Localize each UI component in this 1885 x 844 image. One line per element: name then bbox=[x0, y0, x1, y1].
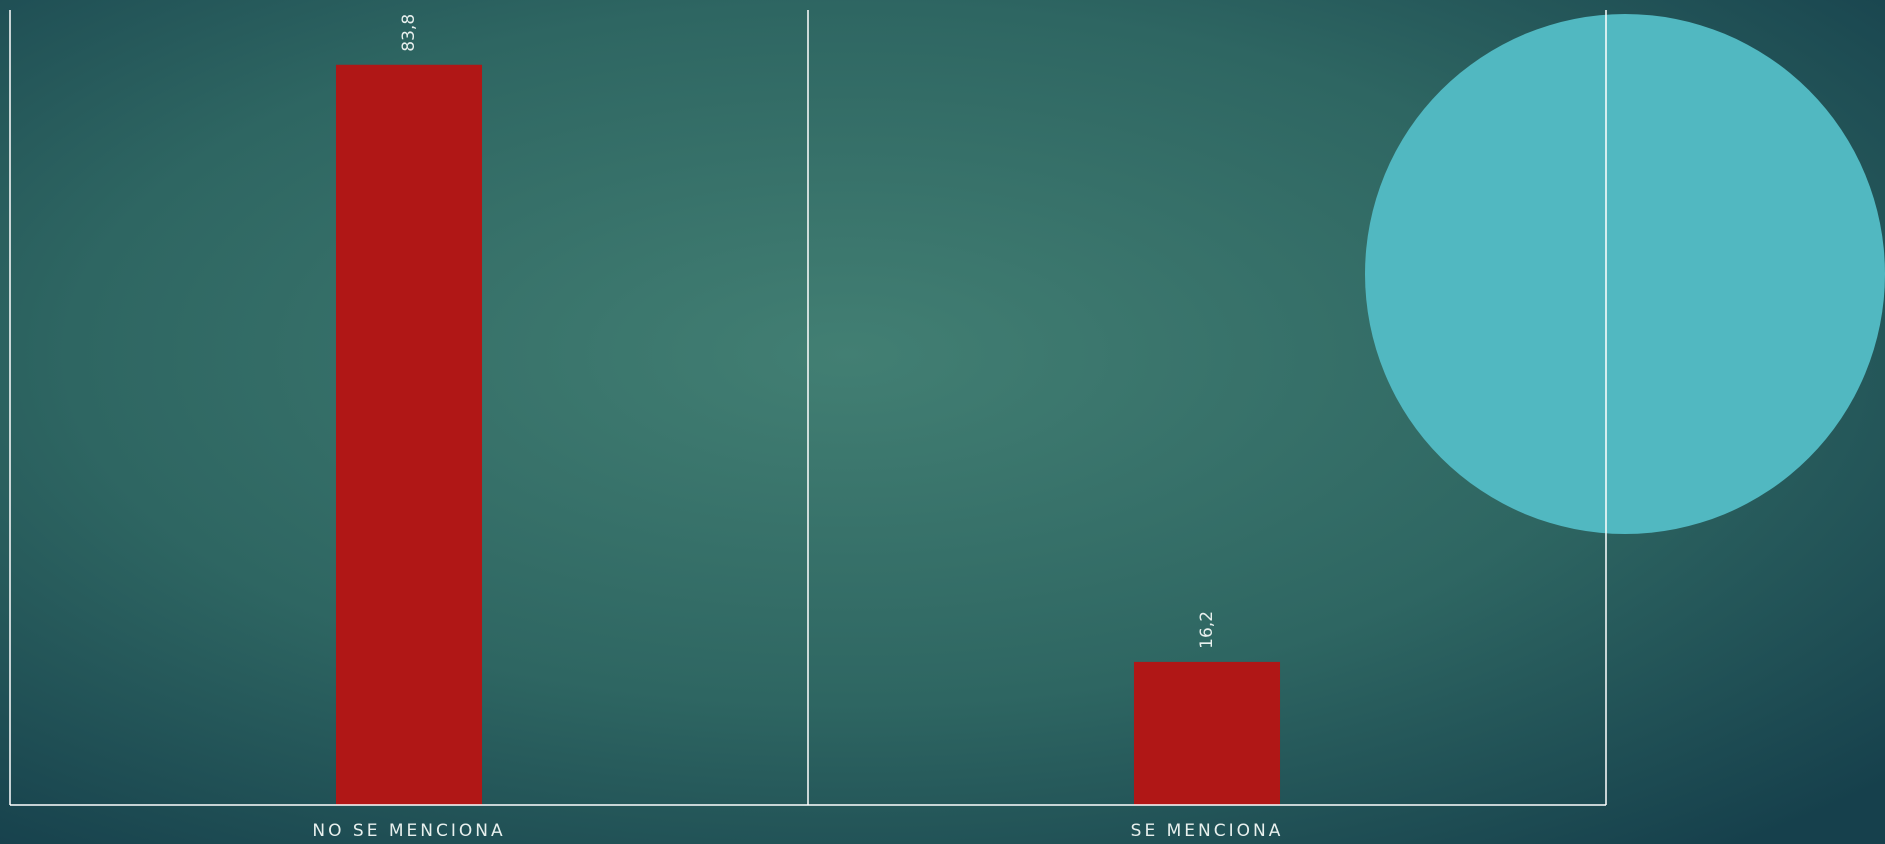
x-tick-label: SE MENCIONA bbox=[1131, 821, 1284, 841]
page: {"chart_data": {"type": "bar", "categori… bbox=[0, 0, 1885, 844]
decorative-circle bbox=[1365, 14, 1885, 534]
bar bbox=[1134, 662, 1280, 805]
chart: 83,8 NO SE MENCIONA 16,2 SE MENCIONA bbox=[0, 0, 1885, 844]
bar bbox=[336, 65, 482, 805]
value-label: 83,8 bbox=[399, 14, 419, 52]
value-label: 16,2 bbox=[1197, 611, 1217, 649]
x-tick-label: NO SE MENCIONA bbox=[312, 821, 505, 841]
